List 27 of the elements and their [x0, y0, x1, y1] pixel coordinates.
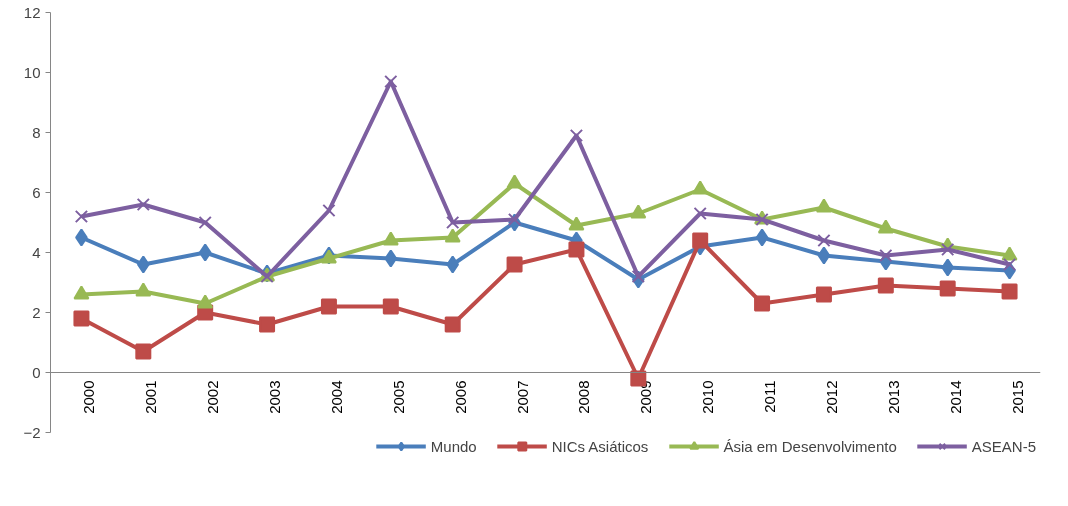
- x-tick-label: 2004: [327, 380, 345, 414]
- x-tick-label: 2000: [80, 380, 98, 414]
- x-tick-label: 2015: [1008, 380, 1026, 414]
- x-tick-label: 2005: [389, 380, 407, 414]
- legend-label: ASEAN-5: [971, 437, 1036, 455]
- x-tick-label: 2008: [575, 380, 593, 414]
- y-tick-label: 8: [32, 123, 41, 141]
- y-tick-label: −2: [23, 423, 41, 441]
- x-tick-label: 2003: [266, 380, 284, 414]
- x-tick-label: 2002: [204, 380, 222, 414]
- y-tick-label: 12: [23, 3, 41, 21]
- x-tick-label: 2010: [699, 380, 717, 414]
- y-tick-label: 4: [32, 243, 41, 261]
- x-tick-label: 2001: [142, 380, 160, 414]
- y-tick-label: 10: [23, 63, 41, 81]
- y-tick-label: 6: [32, 183, 41, 201]
- x-tick-label: 2006: [451, 380, 469, 414]
- y-tick-label: 2: [32, 303, 41, 321]
- legend-label: NICs Asiáticos: [551, 437, 649, 455]
- x-tick-label: 2012: [822, 380, 840, 414]
- x-tick-label: 2014: [946, 380, 964, 414]
- y-tick-label: 0: [32, 363, 41, 381]
- x-tick-label: 2011: [761, 380, 779, 413]
- legend-label: Mundo: [430, 437, 477, 455]
- x-tick-label: 2007: [513, 380, 531, 414]
- legend-label: Ásia em Desenvolvimento: [723, 437, 897, 455]
- x-tick-label: 2013: [884, 380, 902, 414]
